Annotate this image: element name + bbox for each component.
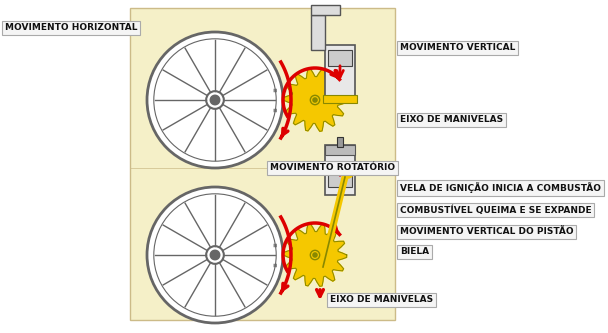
Text: EIXO DE MANIVELAS: EIXO DE MANIVELAS <box>330 295 433 304</box>
FancyBboxPatch shape <box>311 15 325 50</box>
FancyBboxPatch shape <box>311 5 340 15</box>
Circle shape <box>147 187 283 323</box>
Text: COMBUSTÍVEL QUEIMA E SE EXPANDE: COMBUSTÍVEL QUEIMA E SE EXPANDE <box>400 205 592 215</box>
Polygon shape <box>283 69 347 131</box>
Text: MOVIMENTO HORIZONTAL: MOVIMENTO HORIZONTAL <box>5 24 137 33</box>
Text: MOVIMENTO ROTATÓRIO: MOVIMENTO ROTATÓRIO <box>270 164 395 172</box>
FancyBboxPatch shape <box>323 95 357 103</box>
FancyBboxPatch shape <box>328 50 352 66</box>
Text: VELA DE IGNIÇÃO INICIA A COMBUSTÃO: VELA DE IGNIÇÃO INICIA A COMBUSTÃO <box>400 182 601 193</box>
FancyBboxPatch shape <box>130 8 395 320</box>
Polygon shape <box>283 224 347 286</box>
Circle shape <box>292 231 339 278</box>
Circle shape <box>343 168 353 178</box>
FancyBboxPatch shape <box>325 145 355 155</box>
Circle shape <box>313 98 317 102</box>
FancyBboxPatch shape <box>337 137 343 147</box>
Text: EIXO DE MANIVELAS: EIXO DE MANIVELAS <box>400 116 503 125</box>
Circle shape <box>210 95 219 105</box>
Text: BIELA: BIELA <box>400 247 429 256</box>
Text: MOVIMENTO VERTICAL DO PISTÃO: MOVIMENTO VERTICAL DO PISTÃO <box>400 227 573 236</box>
Circle shape <box>292 77 339 124</box>
FancyBboxPatch shape <box>325 45 355 100</box>
FancyBboxPatch shape <box>325 145 355 195</box>
Text: MOVIMENTO VERTICAL: MOVIMENTO VERTICAL <box>400 44 516 53</box>
Circle shape <box>147 32 283 168</box>
Circle shape <box>313 253 317 257</box>
FancyBboxPatch shape <box>328 173 352 187</box>
Circle shape <box>210 250 219 260</box>
